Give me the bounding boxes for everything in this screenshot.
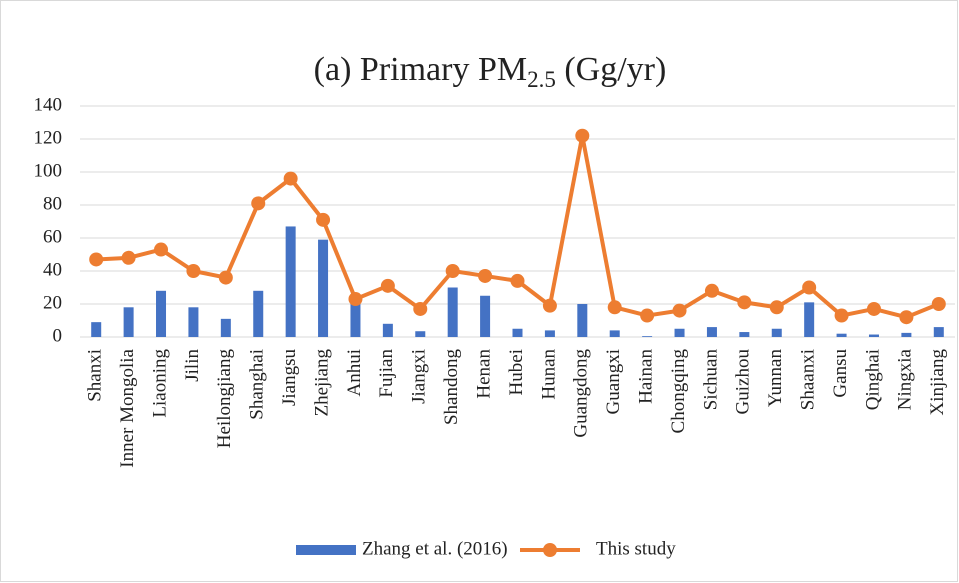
x-tick-label: Henan — [473, 349, 494, 399]
bar — [544, 330, 555, 337]
bar — [901, 332, 912, 337]
x-tick-label: Inner Mongolia — [117, 348, 138, 467]
bar — [382, 323, 393, 337]
bar — [512, 328, 523, 337]
line-marker — [607, 300, 622, 315]
x-tick-label: Guangxi — [603, 349, 624, 414]
y-tick-label: 20 — [43, 292, 62, 313]
y-tick-label: 80 — [43, 193, 62, 214]
line-marker — [672, 303, 687, 318]
x-tick-label: Xinjiang — [927, 349, 948, 416]
x-tick-label: Shandong — [441, 349, 462, 426]
line-marker — [89, 252, 104, 267]
line-marker — [510, 273, 525, 288]
x-tick-label: Fujian — [376, 349, 397, 398]
line-marker — [218, 270, 233, 285]
legend-swatch — [296, 545, 356, 555]
line-marker — [834, 308, 849, 323]
y-tick-label: 140 — [34, 94, 63, 115]
y-tick-label: 120 — [34, 127, 63, 148]
x-tick-label: Jiangxi — [409, 349, 430, 404]
y-tick-label: 40 — [43, 259, 62, 280]
line-marker — [866, 301, 881, 316]
bar — [220, 318, 231, 337]
line-marker — [348, 292, 363, 307]
bar — [642, 336, 653, 337]
line-marker — [251, 196, 266, 211]
bar — [577, 304, 588, 337]
x-tick-label: Shanxi — [85, 349, 106, 402]
x-tick-label: Hubei — [506, 349, 527, 395]
line-marker — [380, 278, 395, 293]
x-tick-label: Guizhou — [733, 349, 754, 415]
line-marker — [283, 171, 298, 186]
line-marker — [316, 212, 331, 227]
y-tick-label: 0 — [53, 325, 63, 346]
x-tick-label: Yunnan — [765, 349, 786, 408]
x-tick-label: Jiangsu — [279, 349, 300, 407]
bar — [706, 327, 717, 337]
line-marker — [802, 280, 817, 295]
bar — [123, 307, 134, 337]
x-tick-label: Hainan — [635, 349, 656, 404]
line-marker — [542, 298, 557, 313]
bar — [415, 331, 426, 337]
x-tick-label: Zhejiang — [311, 349, 332, 417]
line-marker — [931, 297, 946, 311]
x-tick-label: Sichuan — [700, 349, 721, 411]
bar — [609, 330, 620, 337]
line-marker — [737, 295, 752, 310]
x-tick-label: Shanghai — [247, 349, 268, 420]
line-marker — [445, 264, 460, 278]
bar — [836, 333, 847, 337]
x-tick-label: Anhui — [344, 349, 365, 397]
x-tick-label: Hunan — [538, 349, 559, 400]
y-tick-label: 60 — [43, 226, 62, 247]
x-tick-label: Chongqing — [668, 349, 689, 434]
legend-label: This study — [596, 538, 676, 559]
bar — [771, 328, 782, 337]
legend-label: Zhang et al. (2016) — [362, 538, 508, 559]
line-marker — [121, 250, 136, 265]
bar — [804, 302, 815, 337]
line-marker — [575, 128, 590, 143]
bar — [156, 290, 167, 337]
bar — [674, 328, 685, 337]
bar — [447, 287, 458, 337]
bar — [480, 295, 491, 337]
bar — [739, 332, 750, 337]
legend-marker — [543, 543, 557, 557]
bar — [318, 239, 329, 337]
bar — [188, 307, 199, 337]
x-tick-label: Qinghai — [862, 349, 883, 410]
bar — [253, 290, 264, 337]
line-marker — [899, 310, 914, 325]
line-marker — [186, 264, 201, 278]
chart-title: (a) Primary PM2.5 (Gg/yr) — [314, 51, 667, 92]
bar — [350, 304, 361, 337]
line-marker — [154, 242, 169, 257]
line-marker — [704, 283, 719, 298]
x-tick-label: Jilin — [182, 349, 203, 382]
line-marker — [413, 301, 428, 316]
bar — [91, 322, 102, 337]
bar — [285, 226, 296, 337]
x-tick-label: Shaanxi — [798, 349, 819, 410]
title-subscript: 2.5 — [527, 67, 556, 92]
x-tick-label: Gansu — [830, 349, 851, 398]
x-tick-label: Guangdong — [571, 349, 592, 438]
x-tick-label: Heilongjiang — [214, 349, 235, 449]
line-marker — [769, 300, 784, 315]
y-tick-label: 100 — [34, 160, 63, 181]
bar — [868, 334, 879, 337]
title-unit: (Gg/yr) — [556, 51, 666, 88]
line-marker — [640, 308, 655, 323]
line-marker — [478, 268, 493, 283]
title-main: (a) Primary PM — [314, 51, 527, 88]
x-tick-label: Ningxia — [895, 348, 916, 410]
x-tick-label: Liaoning — [149, 349, 170, 418]
bar — [933, 327, 944, 337]
